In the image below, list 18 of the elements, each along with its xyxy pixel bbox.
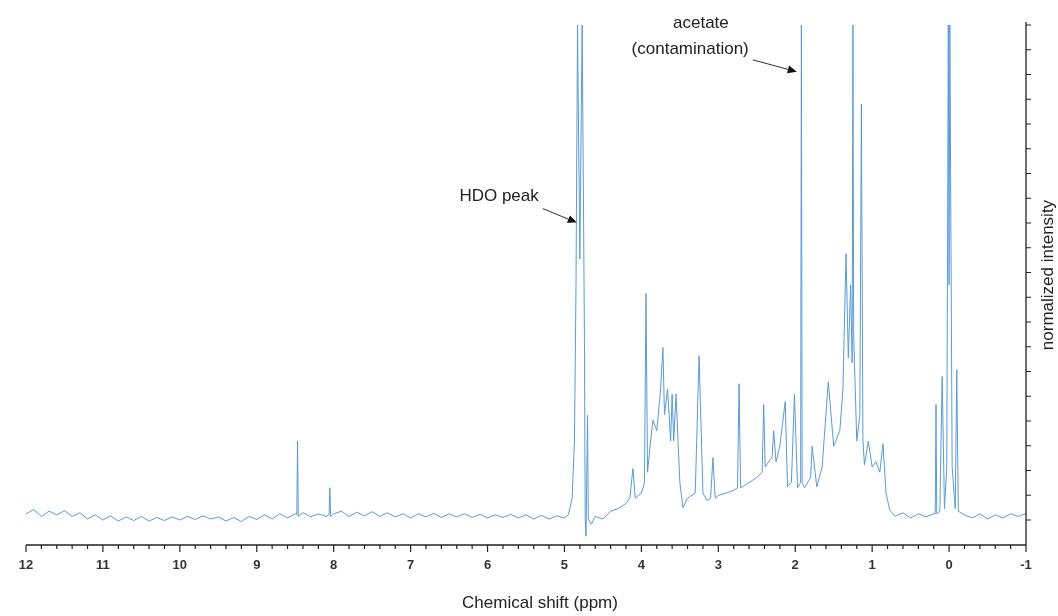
x-tick-label: 10 xyxy=(172,557,188,572)
x-tick-label: 7 xyxy=(407,557,415,572)
x-tick-label: 5 xyxy=(560,557,569,572)
x-tick-label: 11 xyxy=(96,557,110,572)
x-tick-label: 6 xyxy=(483,557,492,572)
x-tick-label: 9 xyxy=(253,557,261,572)
x-tick-label: 1 xyxy=(868,557,876,572)
annotation: acetate (contamination) xyxy=(631,12,749,58)
annotation: HDO peak xyxy=(459,185,540,205)
x-tick-label: 0 xyxy=(945,557,953,572)
x-tick-label: 8 xyxy=(330,557,338,572)
y-axis-title: normalized intensity xyxy=(1038,199,1057,351)
x-axis-title: Chemical shift (ppm) xyxy=(462,593,618,612)
x-tick-label: 2 xyxy=(791,557,799,572)
x-tick-label: 3 xyxy=(714,557,722,572)
x-tick-label: 12 xyxy=(18,557,34,572)
x-tick-label: 4 xyxy=(637,557,646,572)
x-tick-label: -1 xyxy=(1020,557,1032,572)
